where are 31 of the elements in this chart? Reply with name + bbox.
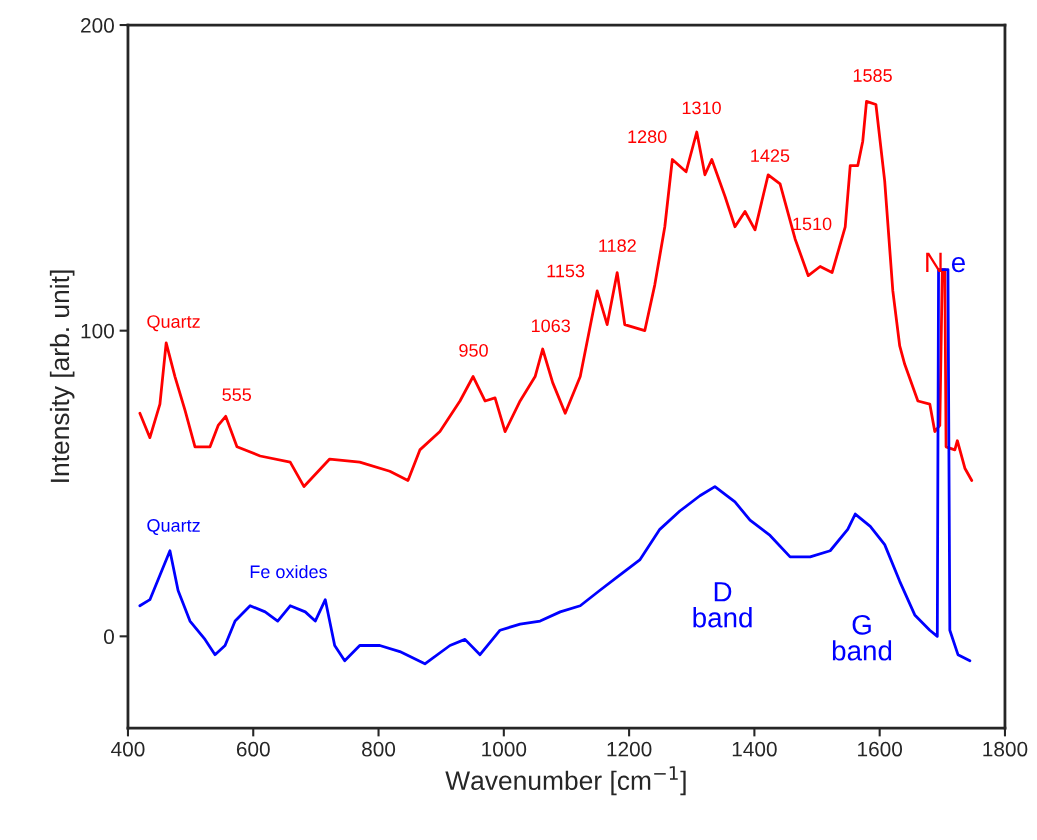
- x-tick-label: 1600: [858, 741, 903, 757]
- y-axis-title: Intensity [arb. unit]: [49, 270, 75, 482]
- annotation: 1153: [547, 264, 585, 278]
- x-tick-label: 1000: [482, 741, 527, 757]
- annotation: e: [951, 256, 965, 273]
- annotation: 1585: [853, 69, 892, 82]
- annotation: 1063: [531, 319, 570, 333]
- x-tick-label: 600: [236, 741, 270, 757]
- annotation: Quartz: [147, 519, 200, 536]
- x-tick-label: 800: [362, 741, 396, 757]
- annotation: 1510: [793, 217, 832, 231]
- annotation: Quartz: [147, 315, 200, 332]
- annotation: N: [926, 252, 942, 272]
- annotation: 1310: [682, 101, 721, 115]
- x-tick-label: 1200: [607, 741, 652, 757]
- annotation: D band: [693, 582, 752, 628]
- x-tick-label: 1400: [732, 741, 777, 757]
- annotation: 1280: [628, 130, 667, 144]
- annotation: G band: [832, 614, 892, 661]
- y-tick-label: 100: [81, 323, 114, 339]
- x-tick-label: 1800: [983, 741, 1028, 757]
- annotation: 1425: [751, 149, 790, 163]
- annotation: 950: [459, 343, 488, 357]
- y-tick-label: 200: [81, 18, 114, 33]
- annotation: 1182: [599, 239, 636, 253]
- x-tick-label: 400: [111, 741, 145, 757]
- line-series: [138, 100, 974, 488]
- y-tick-label: 0: [104, 629, 114, 645]
- annotation: 555: [222, 388, 252, 402]
- x-axis-title: Wavenumber [cm$^{−1}$]: [445, 766, 686, 796]
- annotation: Fe oxides: [250, 564, 327, 579]
